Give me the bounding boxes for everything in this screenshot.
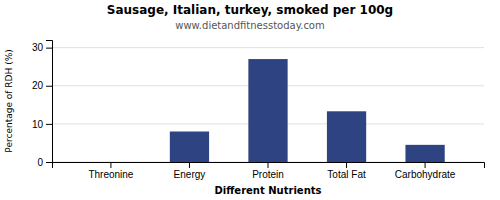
bar [327,111,366,162]
bar [91,162,130,163]
chart: Sausage, Italian, turkey, smoked per 100… [0,0,500,200]
tick-mark [268,162,269,168]
bar [170,132,209,163]
tick: 30 [32,42,52,53]
plot: 0 10 20 30 Threonine Energy Protein Total Fat Ca… [32,41,485,181]
y-axis: 0 10 20 30 [32,41,53,168]
bar [248,59,287,162]
tick: 10 [32,119,52,130]
tick-mark [46,162,52,163]
tick-mark [346,162,347,168]
axis-line [53,163,485,169]
tick: 0 [37,157,52,168]
subtitle: www.dietandfitnesstoday.com [175,20,324,31]
x-axis-title: Different Nutrients [215,185,322,196]
tick-mark [110,162,111,168]
tick-mark [425,162,426,168]
tick-label: 20 [32,80,44,91]
grid [52,48,484,162]
tick: 20 [32,80,52,91]
tick: Energy [174,162,206,180]
tick-mark [189,162,190,168]
tick: Threonine [88,162,133,180]
tick-label: 0 [37,157,43,168]
grid-line [52,47,484,48]
tick-mark [46,86,52,87]
tick-label: Threonine [88,169,133,180]
bar [405,145,444,162]
tick-label: Total Fat [327,169,366,180]
x-axis: Threonine Energy Protein Total Fat Carbohydr… [53,162,485,180]
title: Sausage, Italian, turkey, smoked per 100… [107,3,393,17]
tick-label: 10 [32,119,44,130]
y-axis-title: Percentage of RDH (%) [4,49,14,152]
tick-label: Carbohydrate [395,169,456,180]
tick-mark [46,124,52,125]
axis-line [46,41,53,163]
tick: Protein [252,162,284,180]
tick-label: Energy [174,169,206,180]
tick-label: 30 [32,42,44,53]
tick-mark [46,48,52,49]
tick: Carbohydrate [395,162,456,180]
bars [170,59,445,162]
tick-label: Protein [252,169,284,180]
tick: Total Fat [327,162,366,180]
